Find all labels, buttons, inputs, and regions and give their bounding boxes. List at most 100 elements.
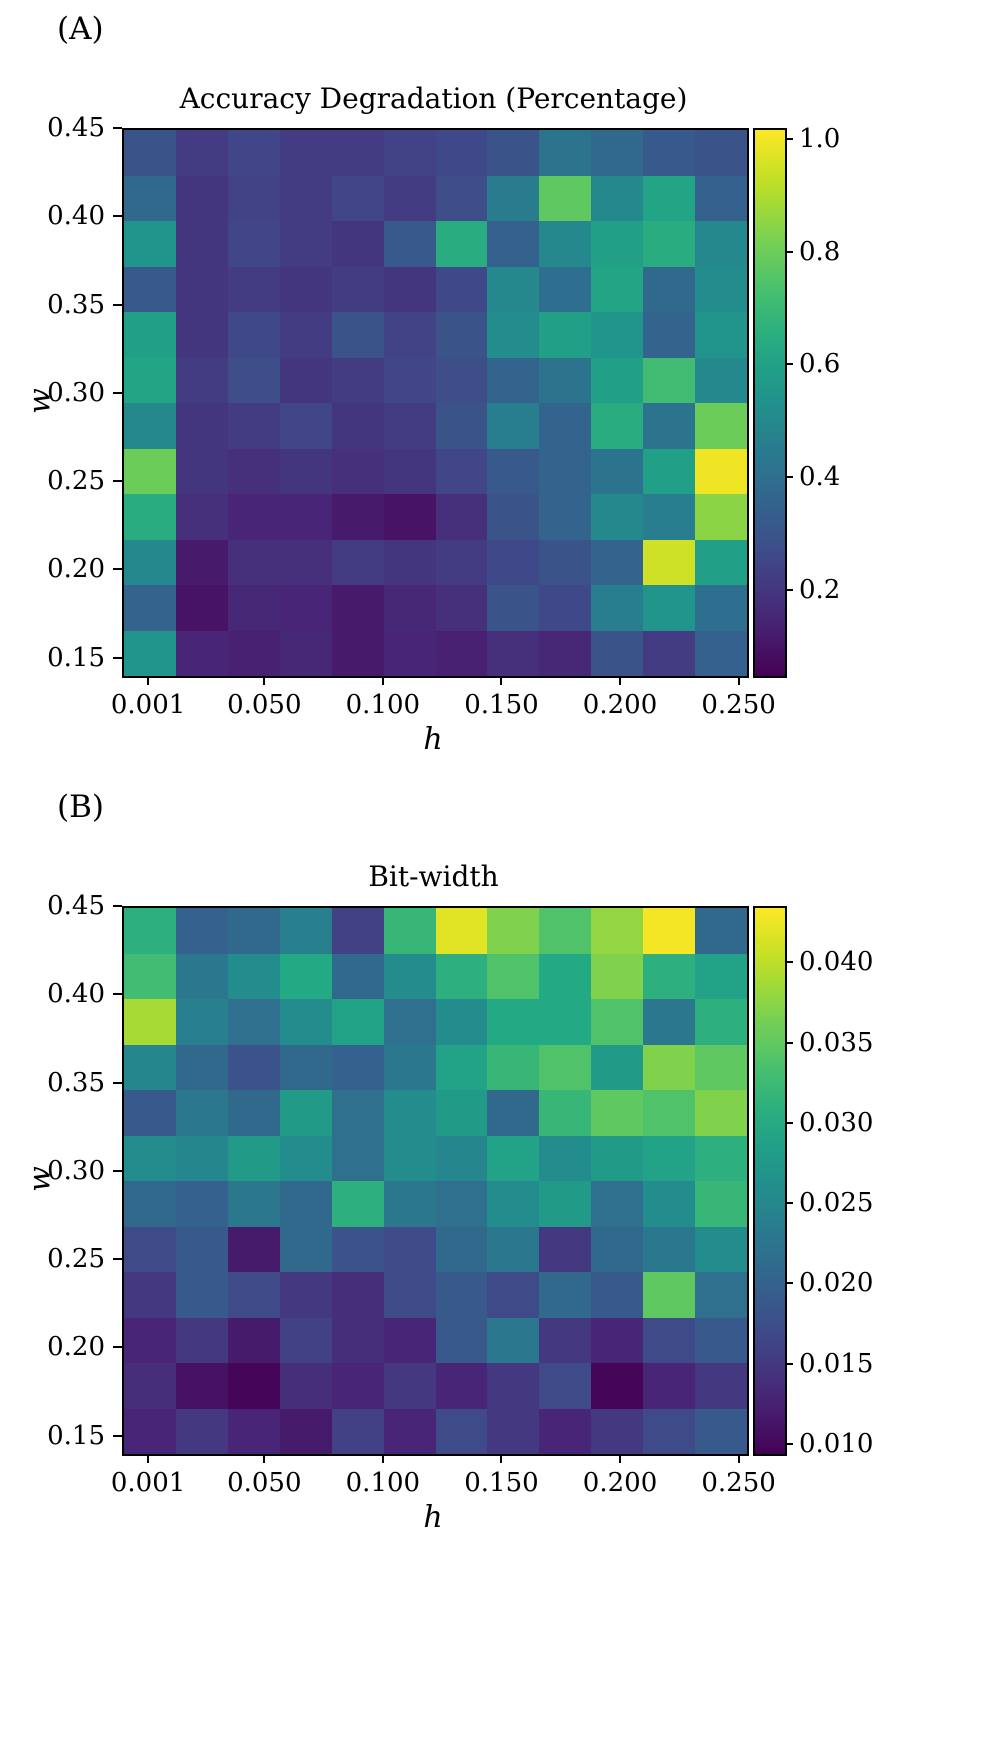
heatmap-cell [227,175,280,221]
heatmap-cell [331,130,384,176]
heatmap-cell [487,357,540,403]
heatmap-cell [124,175,176,221]
chart-title-a: Accuracy Degradation (Percentage) [179,82,688,115]
colorbar-tick-label: 0.030 [799,1107,874,1138]
heatmap-cell [643,1044,696,1090]
chart-title-b: Bit-width [368,860,499,893]
heatmap-cell [591,1226,644,1272]
y-tick-mark [113,905,122,907]
heatmap-cell [124,630,176,676]
heatmap-cell [279,1090,332,1136]
heatmap-cell [279,494,332,540]
y-tick-mark [113,480,122,483]
heatmap-cell [331,266,384,312]
heatmap-cell [591,312,644,358]
heatmap-cell [435,999,488,1045]
cbar-tick-mark [785,1202,793,1205]
heatmap-cell [487,585,540,631]
heatmap-cell [383,1317,436,1363]
heatmap-cell [487,130,540,176]
heatmap-cell [124,1408,176,1454]
panel-label-a: (A) [57,11,104,47]
heatmap-cell [643,953,696,999]
heatmap-cell [279,1181,332,1227]
x-tick-mark [381,1454,384,1463]
heatmap-cell [279,403,332,449]
cbar-tick-mark [785,1362,793,1365]
heatmap-cell [331,1408,384,1454]
heatmap-cell [539,221,592,267]
colorbar-tick-label: 0.6 [799,349,841,380]
heatmap-cell [539,1181,592,1227]
heatmap-cell [227,1408,280,1454]
heatmap-cell [331,1090,384,1136]
heatmap-cell [539,448,592,494]
heatmap-cell [383,221,436,267]
heatmap-cell [331,1135,384,1181]
heatmap-cell [331,403,384,449]
heatmap-cell [435,266,488,312]
x-tick-mark [263,676,266,685]
heatmap-cell [175,448,228,494]
heatmap-cell [383,266,436,312]
heatmap-cell [487,175,540,221]
heatmap-cell [279,953,332,999]
heatmap-cell [331,908,384,954]
heatmap-cell [279,999,332,1045]
heatmap-cell [695,403,747,449]
heatmap-cell [383,357,436,403]
heatmap-cell [227,539,280,585]
colorbar-tick-label: 0.4 [799,461,841,492]
heatmap-cell [695,630,747,676]
y-tick-label: 0.35 [47,289,105,320]
heatmap-cell [643,630,696,676]
heatmap-cell [539,953,592,999]
heatmap-grid [124,908,747,1454]
heatmap-cell [643,1363,696,1409]
heatmap-cell [695,175,747,221]
heatmap-cell [643,1226,696,1272]
heatmap-cell [124,1272,176,1318]
heatmap-cell [591,953,644,999]
heatmap-cell [175,1317,228,1363]
heatmap-cell [383,539,436,585]
heatmap-cell [331,1226,384,1272]
heatmap-cell [227,585,280,631]
colorbar-tick-label: 0.040 [799,947,874,978]
heatmap-cell [643,357,696,403]
heatmap-cell [331,585,384,631]
heatmap-cell [175,221,228,267]
x-tick-label: 0.150 [464,1468,539,1498]
heatmap-cell [331,175,384,221]
heatmap-cell [643,266,696,312]
heatmap-cell [695,953,747,999]
cbar-tick-mark [785,1121,793,1124]
heatmap-cell [435,1408,488,1454]
heatmap-cell [227,630,280,676]
heatmap-cell [591,1135,644,1181]
heatmap-cell [175,585,228,631]
heatmap-cell [435,1090,488,1136]
heatmap-cell [487,494,540,540]
heatmap-cell [279,357,332,403]
heatmap-cell [591,1363,644,1409]
heatmap-cell [591,1181,644,1227]
colorbar-tick-label: 0.025 [799,1188,874,1219]
heatmap-cell [124,403,176,449]
heatmap-cell [124,1181,176,1227]
heatmap-cell [331,953,384,999]
x-tick-mark [263,1454,266,1463]
heatmap-cell [643,221,696,267]
heatmap-cell [383,1181,436,1227]
heatmap-cell [227,1135,280,1181]
heatmap-cell [643,999,696,1045]
heatmap-cell [227,448,280,494]
heatmap-cell [487,1272,540,1318]
heatmap-cell [331,1181,384,1227]
heatmap-cell [279,1317,332,1363]
heatmap-cell [487,630,540,676]
heatmap-cell [124,312,176,358]
heatmap-cell [175,999,228,1045]
heatmap-cell [591,494,644,540]
